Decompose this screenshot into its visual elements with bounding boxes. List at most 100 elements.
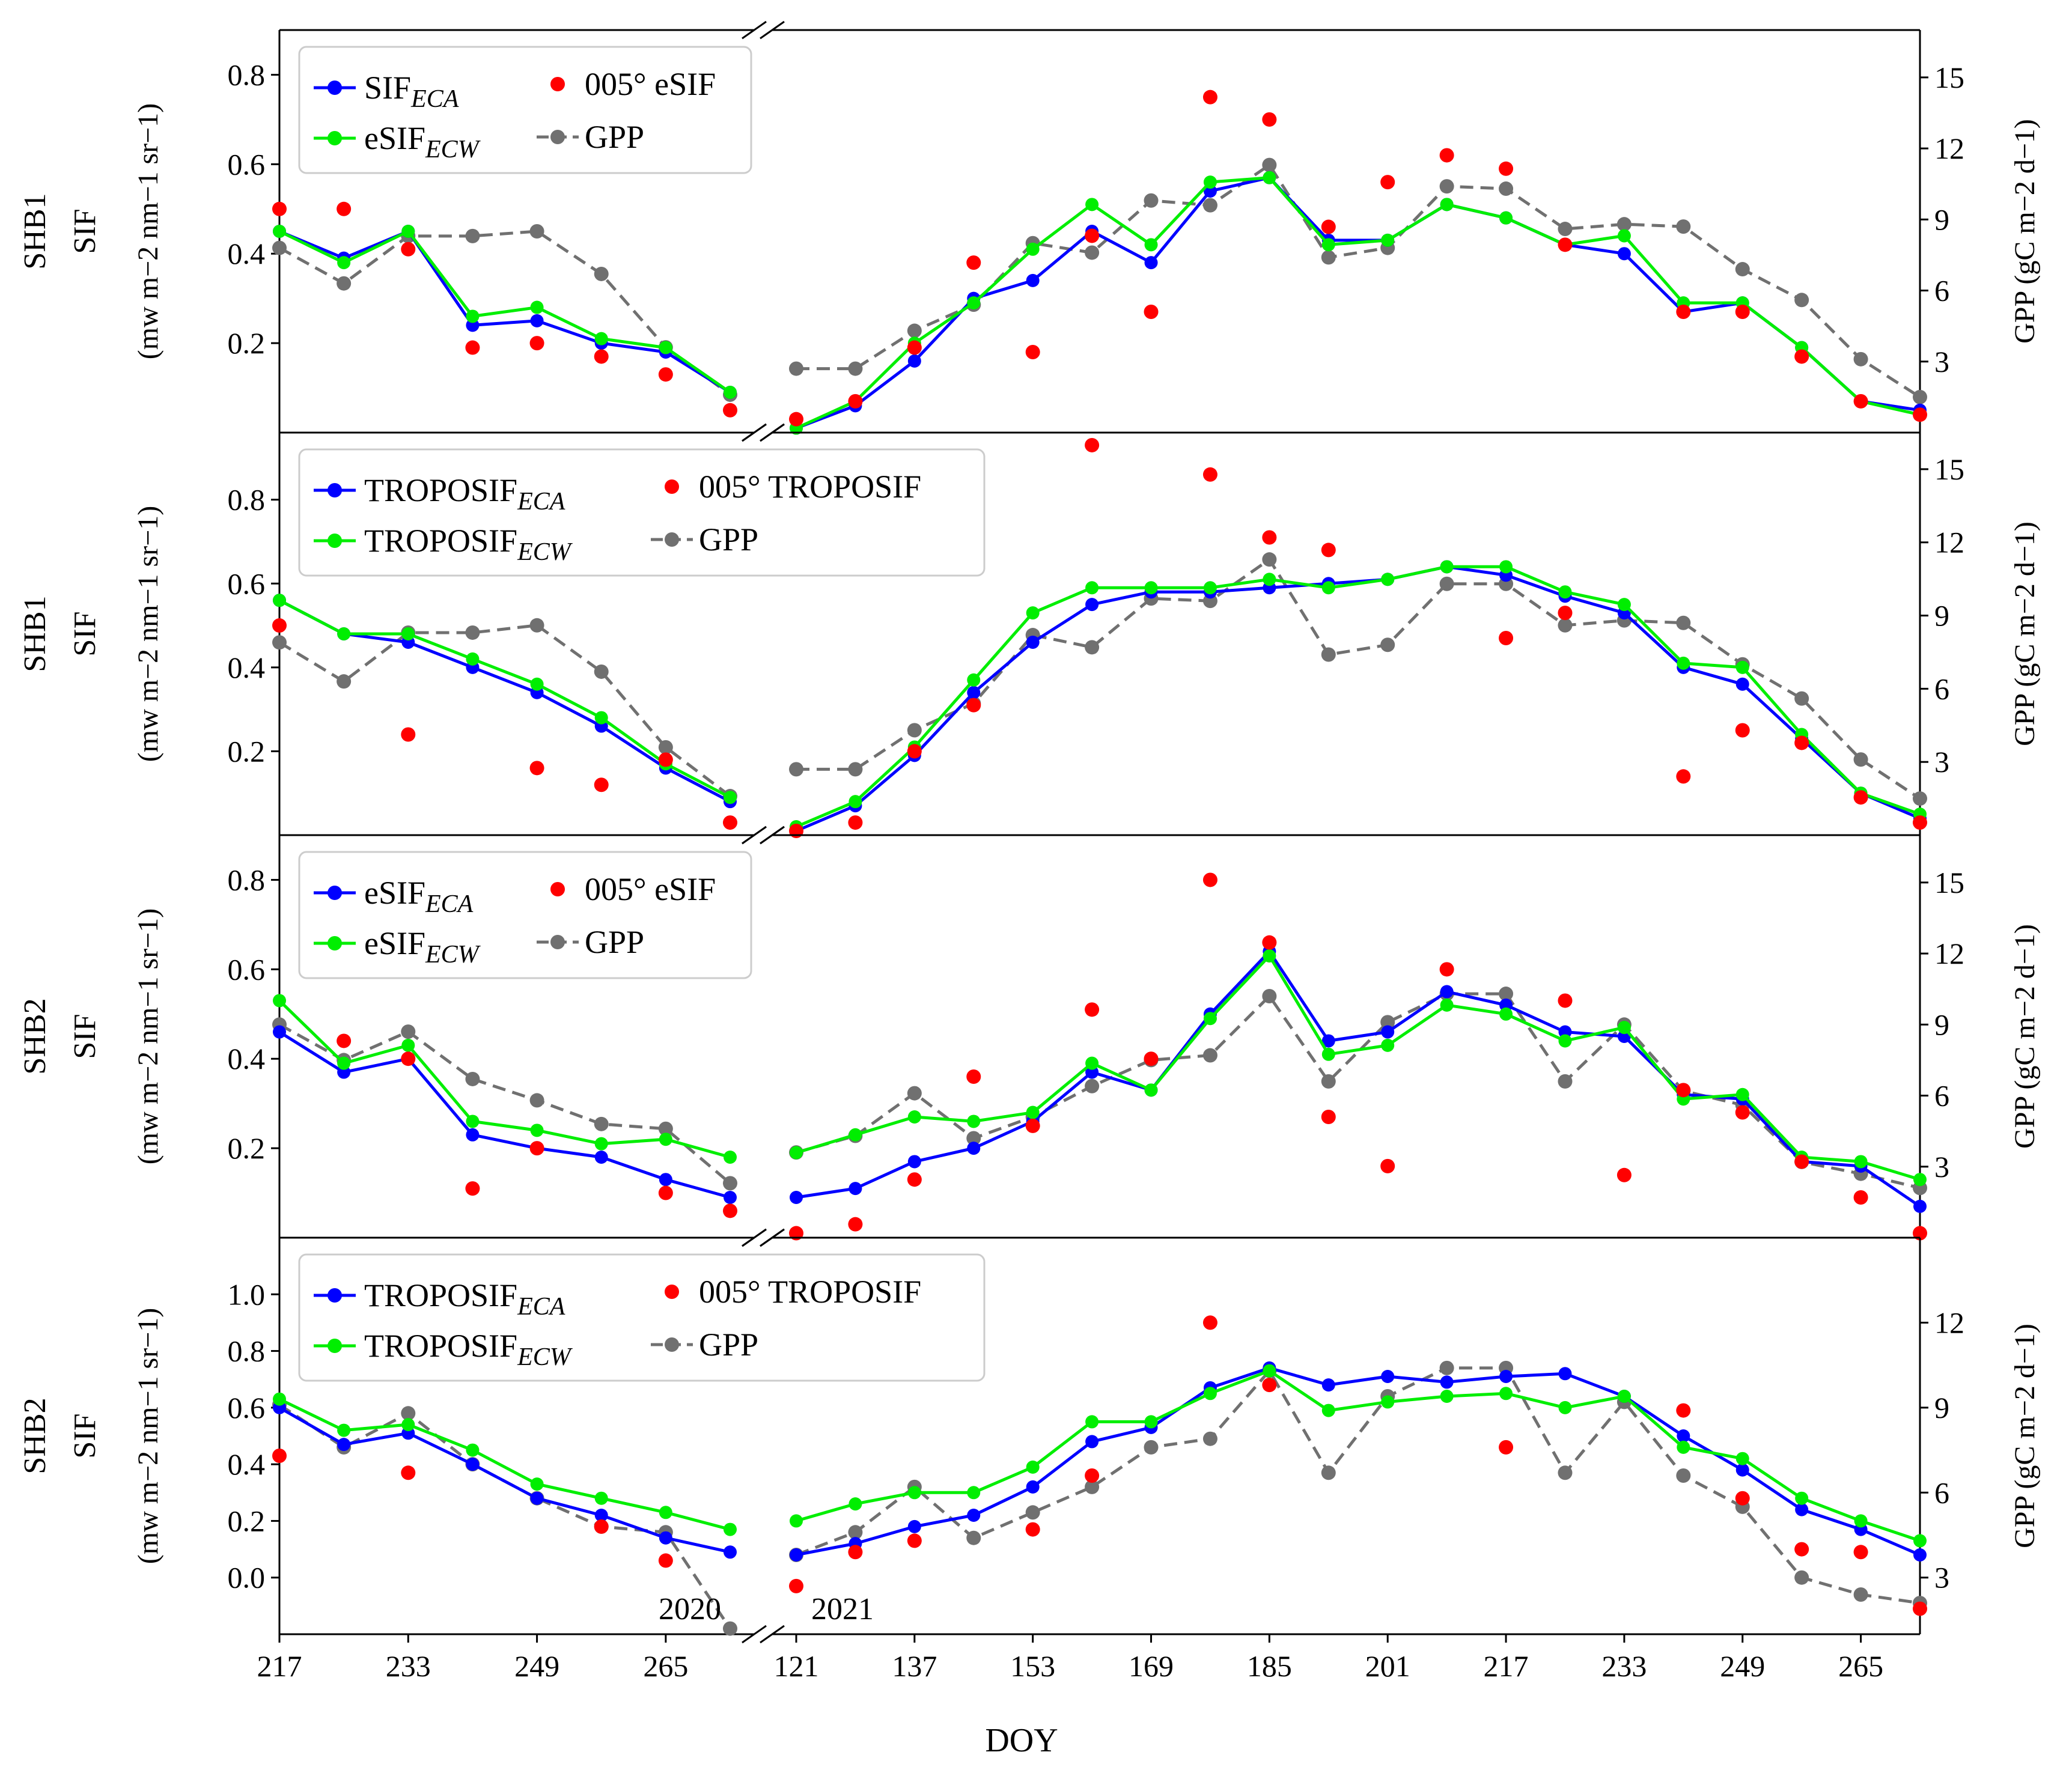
legend-box <box>298 851 752 979</box>
legend-eca-label-base: SIF <box>364 70 411 106</box>
legend-eca-swatch-marker <box>328 1288 342 1303</box>
gpp-series-point <box>1439 1360 1454 1375</box>
gpp-series-point <box>1202 1431 1217 1446</box>
legend-ref-swatch <box>665 479 679 494</box>
gpp-series-point <box>1085 1479 1100 1494</box>
eca-series-line <box>796 949 1921 1208</box>
reference-point <box>1202 1315 1217 1330</box>
reference-point <box>272 201 287 216</box>
ecw-series-point <box>594 332 608 345</box>
reference-point <box>1202 467 1217 482</box>
y-tick-label: 0.0 <box>228 1561 266 1595</box>
x-tick-label: 233 <box>1601 1649 1647 1683</box>
reference-point <box>658 1185 673 1200</box>
ecw-series-point <box>273 594 286 607</box>
legend-gpp-label: GPP <box>699 522 758 558</box>
gpp-series-point <box>337 674 352 689</box>
axis-break-mark <box>760 20 785 40</box>
legend-eca-label-base: eSIF <box>364 875 425 911</box>
y-tick-label: 0.2 <box>228 1504 266 1537</box>
ecw-series-line <box>796 565 1921 829</box>
gpp-series-point <box>848 1525 863 1540</box>
ecw-series-point <box>1321 1404 1335 1417</box>
eca-series-point <box>724 1191 737 1204</box>
reference-point <box>465 340 480 355</box>
legend-ecw-label-base: eSIF <box>364 925 425 961</box>
y-tick-label: 0.8 <box>228 58 266 91</box>
axis-break-mark <box>742 20 767 40</box>
ecw-series-point <box>1026 1105 1040 1119</box>
y2-tick-label: 6 <box>1934 274 1949 308</box>
legend-eca-swatch-marker <box>328 886 342 900</box>
gpp-series-point <box>594 266 609 281</box>
ecw-series-line <box>278 598 731 799</box>
ecw-series-point <box>1499 211 1513 225</box>
gpp-series-point <box>1853 752 1868 767</box>
y2-tick-label: 3 <box>1934 745 1949 779</box>
ecw-series-point <box>594 1491 608 1505</box>
legend-gpp-swatch-marker <box>550 935 565 949</box>
eca-series-line <box>796 175 1921 430</box>
legend-ecw-label-subscript: ECW <box>425 136 481 163</box>
reference-point <box>1558 993 1573 1008</box>
y2-tick-label: 6 <box>1934 1476 1949 1509</box>
axis-break-mark <box>760 423 785 442</box>
ecw-series-point <box>1558 1034 1572 1048</box>
legend-gpp-label: GPP <box>585 119 644 155</box>
gpp-series-point <box>1735 262 1750 277</box>
ecw-series-point <box>1854 1514 1868 1528</box>
legend-ref-label-base: 005° eSIF <box>585 871 716 907</box>
eca-series-point <box>1558 1367 1572 1381</box>
ecw-series-point <box>1913 1173 1927 1187</box>
reference-point <box>1262 935 1277 950</box>
reference-point <box>789 1578 803 1593</box>
panel-site-label: SHB1 <box>18 595 52 672</box>
reference-point <box>658 367 673 382</box>
panel-sif-label: SIF <box>68 1413 102 1458</box>
ecw-series-point <box>273 1392 286 1406</box>
legend-box <box>298 448 986 577</box>
eca-series-point <box>1735 1463 1749 1477</box>
reference-point <box>1321 543 1336 558</box>
ecw-series-point <box>1085 198 1099 211</box>
ecw-series-point <box>1321 581 1335 595</box>
y-axis-units-label: (mw m−2 nm−1 sr−1) <box>132 1308 164 1565</box>
ecw-series-point <box>1144 1083 1158 1097</box>
ecw-series-point <box>466 309 480 323</box>
gpp-series-line <box>796 163 1921 399</box>
eca-series-point <box>1735 677 1749 691</box>
ecw-series-point <box>659 1133 672 1146</box>
reference-point <box>1676 305 1691 319</box>
legend-eca-label-base: TROPOSIF <box>364 472 517 508</box>
panel-site-label: SHB2 <box>18 998 52 1074</box>
legend-ref-swatch <box>550 77 565 91</box>
reference-point <box>658 752 673 767</box>
ecw-series-line <box>796 953 1921 1181</box>
y-tick-label: 0.2 <box>228 326 266 360</box>
reference-point <box>1794 735 1809 750</box>
ecw-series-point <box>337 256 351 270</box>
ecw-series-point <box>724 791 737 804</box>
eca-series-point <box>967 1509 981 1522</box>
eca-series-point <box>1617 247 1631 261</box>
gpp-series-point <box>848 762 863 777</box>
panel-sif-label: SIF <box>68 208 102 254</box>
axis-break-mark <box>742 826 767 845</box>
ecw-series-point <box>337 1056 351 1070</box>
eca-series-line <box>796 565 1921 833</box>
legend-eca-label-subscript: ECA <box>410 85 459 113</box>
gpp-series-point <box>848 361 863 376</box>
gpp-series-point <box>1558 1074 1573 1089</box>
reference-point <box>1735 1105 1750 1120</box>
legend-ref-label: 005° TROPOSIF <box>699 469 921 505</box>
legend-ecw-label: TROPOSIFECW <box>364 523 573 566</box>
reference-point <box>529 1141 544 1156</box>
y-axis-units-label: (mw m−2 nm−1 sr−1) <box>132 506 164 762</box>
ecw-series-point <box>1440 560 1454 574</box>
gpp-series-point <box>1380 1015 1395 1030</box>
ecw-series-point <box>1203 1012 1217 1026</box>
legend: SIFECA eSIFECW 005° eSIF GPP <box>298 46 752 174</box>
y-tick-label: 0.6 <box>228 567 266 600</box>
legend-ecw-label-base: TROPOSIF <box>364 523 517 559</box>
ecw-series-point <box>530 677 544 691</box>
